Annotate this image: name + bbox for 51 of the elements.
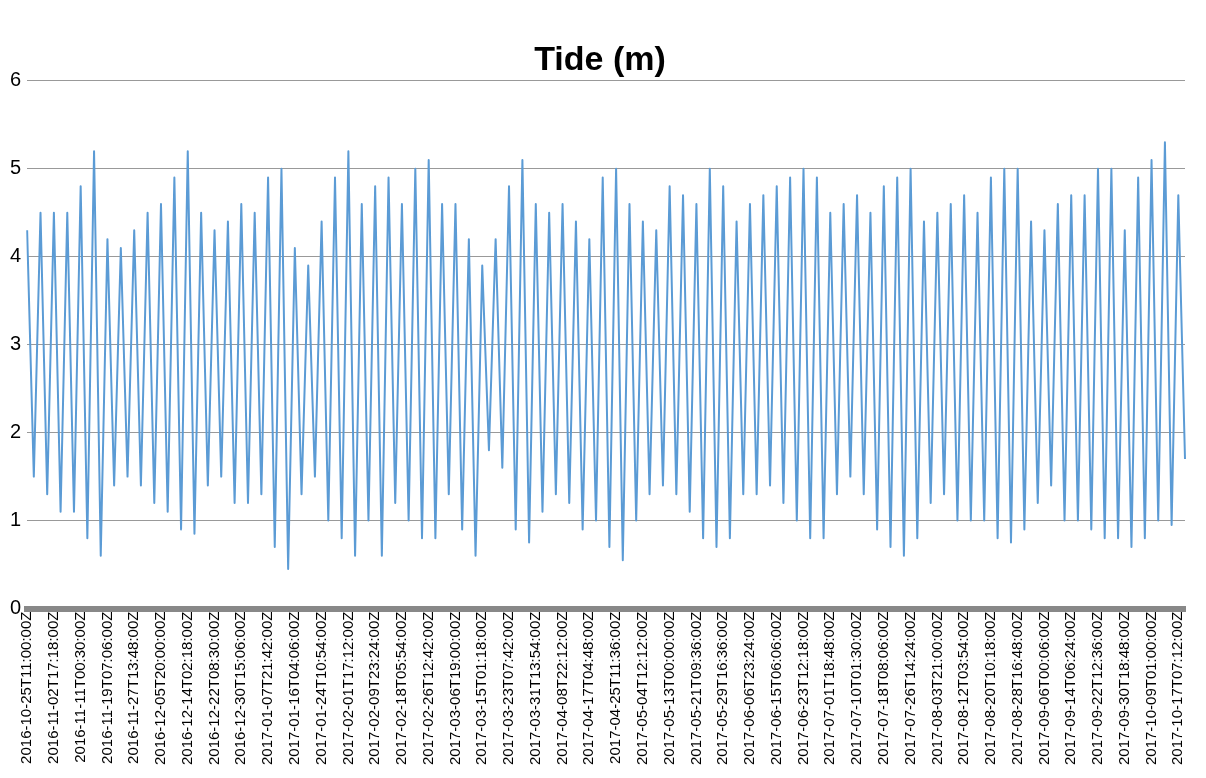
x-tick-label: 2016-11-27T13:48:00Z (124, 611, 142, 764)
x-tick-label: 2017-03-23T07:42:00Z (499, 611, 517, 766)
x-tick-label: 2017-04-17T04:48:00Z (579, 611, 597, 766)
x-tick-label: 2016-12-05T20:00:00Z (151, 611, 169, 766)
y-tick-label: 1 (10, 508, 22, 531)
x-tick-label: 2017-09-22T12:36:00Z (1088, 611, 1106, 766)
x-tick-label: 2017-06-06T23:24:00Z (740, 611, 758, 766)
y-tick-label: 6 (10, 68, 22, 91)
y-tick-label: 0 (10, 596, 22, 619)
x-tick-label: 2017-09-30T18:48:00Z (1114, 611, 1132, 766)
x-tick-label: 2016-11-19T07:06:00Z (97, 611, 115, 764)
x-tick-label: 2017-02-26T12:42:00Z (418, 611, 436, 766)
x-tick-label: 2017-03-15T01:18:00Z (472, 611, 490, 766)
y-tick-label: 4 (10, 244, 22, 267)
chart-title: Tide (m) (534, 38, 666, 77)
x-tick-label: 2017-07-18T08:06:00Z (873, 611, 891, 766)
x-tick-label: 2016-11-02T17:18:00Z (44, 611, 62, 764)
x-tick-label: 2016-11-11T00:30:00Z (70, 611, 88, 763)
x-tick-label: 2017-04-25T11:36:00Z (606, 611, 624, 764)
x-tick-label: 2017-08-20T10:18:00Z (981, 611, 999, 766)
x-tick-label: 2017-05-04T12:12:00Z (633, 611, 651, 766)
x-tick-label: 2017-03-31T13:54:00Z (525, 611, 543, 766)
x-tick-label: 2017-04-08T22:12:00Z (552, 611, 570, 766)
x-tick-label: 2017-01-16T04:06:00Z (284, 611, 302, 766)
x-tick-label: 2017-10-17T07:12:00Z (1168, 611, 1186, 766)
x-tick-label: 2017-05-21T09:36:00Z (686, 611, 704, 766)
x-tick-label: 2017-08-28T16:48:00Z (1007, 611, 1025, 766)
x-tick-label: 2016-12-22T08:30:00Z (204, 611, 222, 766)
y-tick-label: 3 (10, 332, 22, 355)
x-tick-label: 2017-07-26T14:24:00Z (900, 611, 918, 766)
x-tick-label: 2017-08-03T21:00:00Z (927, 611, 945, 766)
x-tick-label: 2017-01-24T10:54:00Z (311, 611, 329, 766)
x-tick-label: 2017-01-07T21:42:00Z (258, 611, 276, 766)
x-tick-label: 2017-02-01T17:12:00Z (338, 611, 356, 766)
y-tick-label: 5 (10, 156, 22, 179)
x-tick-label: 2017-07-01T18:48:00Z (820, 611, 838, 766)
x-tick-label: 2017-05-29T16:36:00Z (713, 611, 731, 766)
x-tick-label: 2016-12-30T15:06:00Z (231, 611, 249, 766)
x-tick-label: 2016-12-14T02:18:00Z (177, 611, 195, 766)
x-tick-label: 2017-05-13T00:00:00Z (659, 611, 677, 766)
x-tick-label: 2017-10-09T01:00:00Z (1141, 611, 1159, 766)
x-tick-label: 2017-02-09T23:24:00Z (365, 611, 383, 766)
x-tick-label: 2017-08-12T03:54:00Z (954, 611, 972, 766)
x-tick-label: 2017-07-10T01:30:00Z (847, 611, 865, 766)
x-tick-label: 2017-09-14T06:24:00Z (1061, 611, 1079, 766)
x-tick-label: 2017-03-06T19:00:00Z (445, 611, 463, 766)
x-tick-label: 2017-06-23T12:18:00Z (793, 611, 811, 766)
y-tick-label: 2 (10, 420, 22, 443)
x-tick-label: 2017-09-06T00:06:00Z (1034, 611, 1052, 766)
x-tick-label: 2017-02-18T05:54:00Z (392, 611, 410, 766)
x-tick-label: 2017-06-15T06:06:00Z (766, 611, 784, 766)
